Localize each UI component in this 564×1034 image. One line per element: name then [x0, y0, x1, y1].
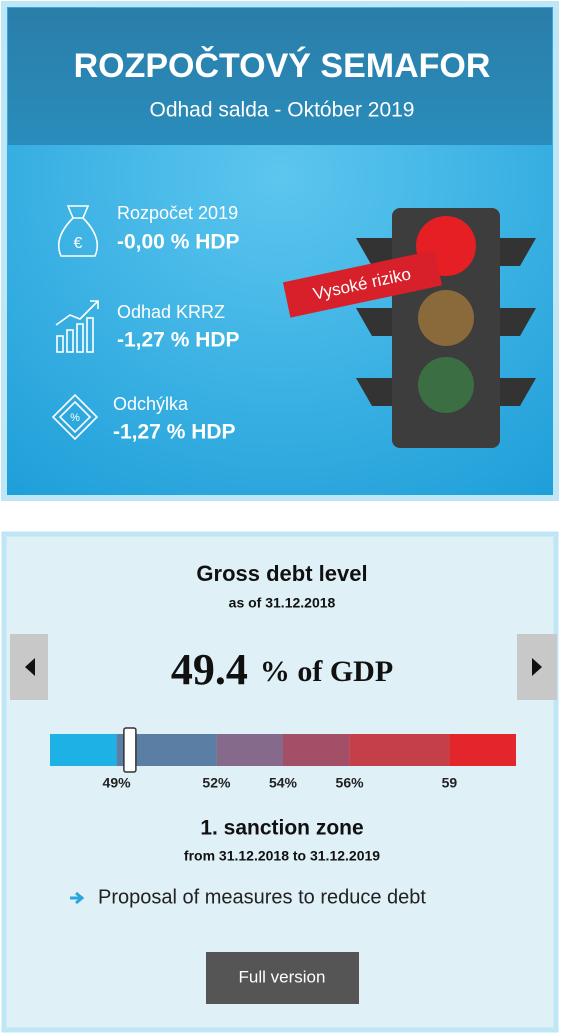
gauge-tick-label: 49%: [103, 775, 132, 791]
debt-unit: % of GDP: [260, 655, 393, 688]
gauge-segment: [50, 734, 117, 766]
debt-value: 49.4: [171, 645, 248, 694]
item-label: Rozpočet 2019: [117, 203, 238, 223]
svg-text:€: €: [74, 235, 83, 252]
widget: ROZPOČTOVÝ SEMAFOR Odhad salda - Október…: [0, 0, 564, 1034]
gauge-segment: [283, 734, 350, 766]
gauge-marker: [124, 728, 136, 772]
zone-title: 1. sanction zone: [200, 817, 363, 840]
item-value: -0,00 % HDP: [117, 231, 240, 254]
measure-text: Proposal of measures to reduce debt: [98, 886, 426, 908]
header-subtitle: Odhad salda - Október 2019: [149, 99, 414, 122]
page: {"header": {"title": "ROZPOČTOVÝ SEMAFOR…: [0, 0, 564, 1034]
item-value: -1,27 % HDP: [113, 421, 236, 444]
gauge-segment: [350, 734, 450, 766]
svg-text:%: %: [70, 412, 80, 424]
full-version-label[interactable]: Full version: [239, 967, 326, 986]
gauge: 49% 52% 54% 56% 59: [50, 728, 516, 791]
header-title: ROZPOČTOVÝ SEMAFOR: [74, 46, 491, 85]
gauge-tick-label: 54%: [269, 775, 298, 791]
gauge-tick-label: 52%: [202, 775, 231, 791]
gauge-segment: [216, 734, 283, 766]
debt-title: Gross debt level: [196, 561, 367, 586]
gauge-segment: [449, 734, 516, 766]
zone-period: from 31.12.2018 to 31.12.2019: [184, 848, 380, 864]
item-label: Odchýlka: [113, 394, 189, 414]
item-label: Odhad KRRZ: [117, 302, 225, 322]
item-value: -1,27 % HDP: [117, 329, 240, 352]
gauge-tick-label: 59: [442, 775, 458, 791]
debt-date: as of 31.12.2018: [229, 595, 336, 611]
gauge-tick-label: 56%: [336, 775, 365, 791]
